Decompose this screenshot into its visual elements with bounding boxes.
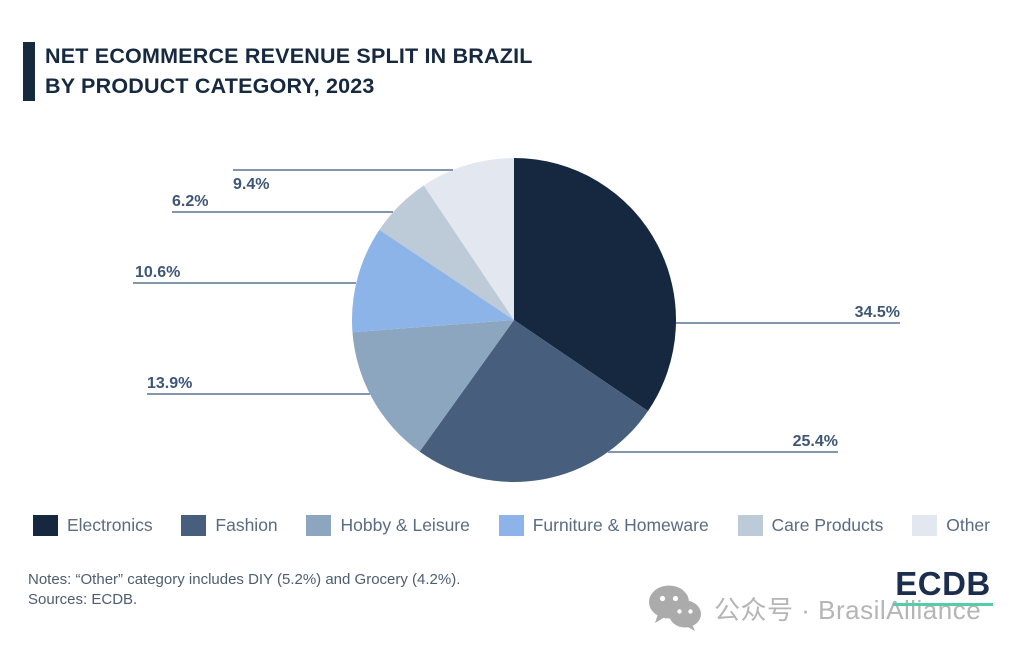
legend: Electronics Fashion Hobby & Leisure Furnitu…: [33, 511, 990, 539]
legend-swatch-hobby-leisure: [306, 514, 332, 536]
legend-item-furniture-homeware: Furniture & Homeware: [498, 514, 709, 536]
legend-label-hobby-leisure: Hobby & Leisure: [340, 514, 470, 535]
pie-slice-hobby-leisure: [352, 320, 514, 452]
legend-label-fashion: Fashion: [215, 514, 278, 535]
wechat-icon: [649, 585, 701, 631]
legend-swatch-care-products: [737, 514, 763, 536]
notes-line2: Sources: ECDB.: [28, 591, 138, 608]
legend-label-other: Other: [946, 514, 990, 535]
legend-item-care-products: Care Products: [737, 514, 884, 536]
ecdb-logo-underline: [893, 603, 993, 606]
pie-slice-fashion: [419, 320, 648, 482]
watermark: 公众号 · BrasilAlliance: [648, 584, 981, 632]
watermark-text: 公众号 · BrasilAlliance: [714, 594, 982, 625]
ecdb-logo-text: ECDB: [895, 565, 991, 602]
ecdb-logo: ECDB: [893, 566, 993, 606]
percent-label-furniture-homeware: 10.6%: [135, 264, 180, 281]
legend-swatch-other: [912, 514, 938, 536]
page-title: NET ECOMMERCE REVENUE SPLIT IN BRAZIL BY…: [45, 41, 533, 101]
notes: Notes: “Other” category includes DIY (5.…: [28, 570, 460, 610]
percent-label-fashion: 25.4%: [793, 433, 838, 450]
pie-slice-electronics: [514, 158, 676, 412]
legend-item-hobby-leisure: Hobby & Leisure: [306, 514, 470, 536]
percent-label-hobby-leisure: 13.9%: [147, 375, 192, 392]
page-title-line2: BY PRODUCT CATEGORY, 2023: [45, 74, 375, 98]
legend-item-other: Other: [912, 514, 990, 536]
legend-label-care-products: Care Products: [771, 514, 884, 535]
pie-slice-care-products: [379, 185, 514, 320]
page-title-line1: NET ECOMMERCE REVENUE SPLIT IN BRAZIL: [45, 44, 533, 68]
pie-slice-furniture-homeware: [352, 229, 514, 333]
legend-swatch-fashion: [181, 514, 207, 536]
legend-item-electronics: Electronics: [33, 514, 153, 536]
legend-label-furniture-homeware: Furniture & Homeware: [532, 514, 709, 535]
legend-swatch-electronics: [33, 514, 58, 536]
pie-slice-other: [423, 158, 514, 320]
notes-line1: Notes: “Other” category includes DIY (5.…: [28, 571, 461, 588]
percent-label-other: 9.4%: [233, 176, 269, 193]
legend-label-electronics: Electronics: [67, 514, 153, 535]
legend-item-fashion: Fashion: [181, 514, 278, 536]
percent-label-care-products: 6.2%: [172, 193, 208, 210]
legend-swatch-furniture-homeware: [498, 514, 524, 536]
title-accent-bar: [23, 42, 35, 101]
percent-label-electronics: 34.5%: [855, 304, 900, 321]
